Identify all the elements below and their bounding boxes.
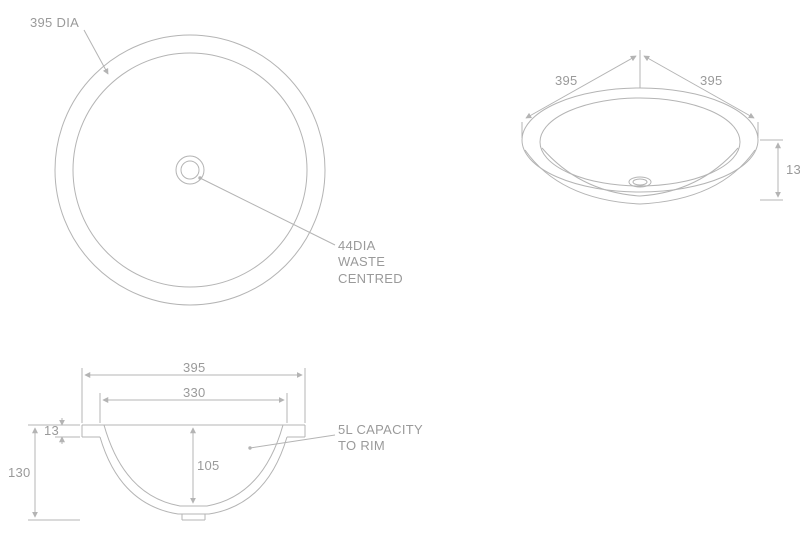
- top-view: [55, 30, 335, 305]
- section-view: [28, 368, 335, 520]
- sec-note: 5L CAPACITY TO RIM: [338, 422, 423, 455]
- label-waste: 44DIA WASTE CENTRED: [338, 238, 403, 287]
- sec-dim-outer: 395: [183, 360, 206, 376]
- iso-dim-left: 395: [555, 73, 578, 89]
- sec-dim-depth: 105: [197, 458, 220, 474]
- iso-dim-right: 395: [700, 73, 723, 89]
- iso-dim-height: 130: [786, 162, 800, 178]
- label-outer-dia: 395 DIA: [30, 15, 79, 31]
- sec-dim-rim: 13: [44, 423, 59, 439]
- sec-dim-inner: 330: [183, 385, 206, 401]
- sec-dim-total: 130: [8, 465, 31, 481]
